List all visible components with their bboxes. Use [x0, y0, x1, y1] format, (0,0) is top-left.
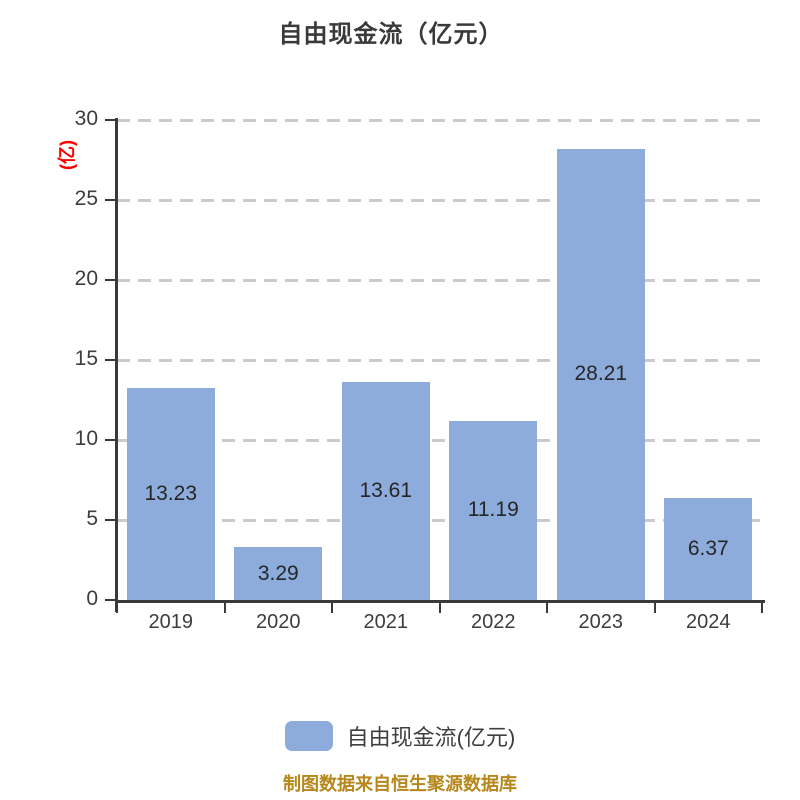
- y-tick-20: [105, 279, 115, 281]
- bar-2024: 6.37: [664, 498, 753, 600]
- y-tick-label: 5: [86, 507, 98, 530]
- gridline-y-5: [117, 518, 762, 522]
- x-tick-3: [438, 601, 441, 613]
- bar-value-label: 28.21: [574, 362, 628, 386]
- bar-2020: 3.29: [234, 547, 323, 600]
- y-tick-label: 0: [86, 587, 98, 610]
- legend-label: 自由现金流(亿元): [346, 725, 516, 750]
- bar-value-label: 13.23: [144, 482, 198, 506]
- y-tick-0: [105, 599, 115, 601]
- bar-2023: 28.21: [556, 148, 645, 600]
- bar-value-label: 11.19: [467, 498, 519, 522]
- y-tick-label: 20: [74, 267, 98, 290]
- legend-swatch: [284, 721, 333, 751]
- legend: 自由现金流(亿元): [0, 720, 800, 752]
- bar-value-label: 3.29: [257, 561, 299, 585]
- x-tick-2: [331, 601, 333, 613]
- x-tick-4: [546, 601, 548, 613]
- chart-title: 自由现金流（亿元）: [278, 21, 504, 48]
- gridline-y-25: [117, 198, 762, 202]
- y-tick-5: [105, 519, 115, 521]
- y-tick-label: 25: [74, 187, 98, 210]
- gridline-y-30: [117, 118, 762, 122]
- x-tick-5: [653, 601, 656, 613]
- gridline-y-20: [117, 278, 762, 282]
- y-tick-label: 30: [74, 107, 98, 130]
- bar-value-label: 13.61: [359, 479, 413, 503]
- x-tick-6: [761, 601, 763, 613]
- bar-value-label: 6.37: [687, 537, 729, 561]
- x-tick-label-2023: 2023: [578, 611, 624, 633]
- y-axis-unit-label: (亿): [57, 140, 77, 170]
- x-tick-label-2019: 2019: [148, 611, 194, 633]
- y-tick-15: [105, 359, 115, 361]
- x-tick-label-2021: 2021: [363, 611, 409, 633]
- y-tick-label: 15: [74, 347, 98, 370]
- gridline-y-15: [117, 358, 762, 362]
- bar-2019: 13.23: [126, 388, 215, 600]
- x-tick-label-2024: 2024: [686, 611, 731, 633]
- y-tick-label: 10: [74, 427, 98, 450]
- y-tick-30: [105, 119, 115, 121]
- x-tick-label-2020: 2020: [256, 611, 301, 633]
- bar-2022: 11.19: [449, 420, 538, 600]
- plot-area: 13.23 3.29 13.61 11.19 28.21 6.37: [117, 118, 762, 600]
- x-tick-0: [116, 601, 118, 613]
- y-tick-10: [105, 439, 115, 441]
- y-tick-25: [105, 199, 115, 201]
- gridline-y-10: [117, 438, 762, 442]
- x-tick-1: [223, 601, 226, 613]
- bar-2021: 13.61: [341, 382, 430, 600]
- x-tick-label-2022: 2022: [471, 611, 516, 633]
- footer-source-note: 制图数据来自恒生聚源数据库: [283, 774, 517, 794]
- y-axis-line: [115, 118, 118, 612]
